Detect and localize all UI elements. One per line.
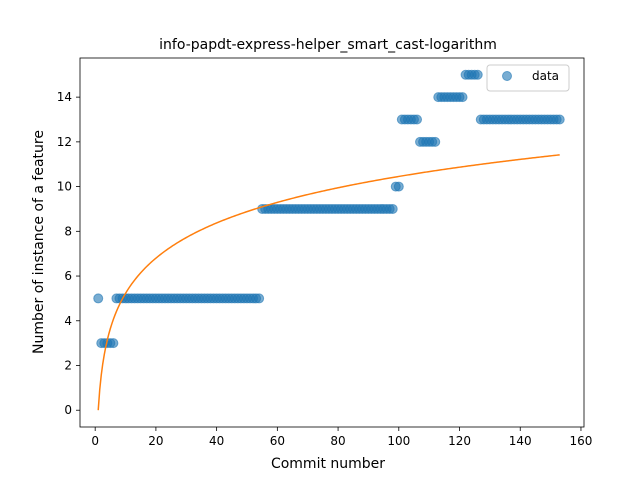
x-tick-label: 40 [209,434,224,448]
legend-marker-data [503,72,512,81]
y-axis-label: Number of instance of a feature [31,130,47,354]
x-tick-label: 160 [570,434,593,448]
x-tick-label: 120 [448,434,471,448]
y-tick-label: 6 [64,269,72,283]
data-point [109,339,118,348]
y-tick-label: 12 [57,135,72,149]
y-tick-label: 2 [64,359,72,373]
data-point [255,294,264,303]
y-tick-label: 8 [64,224,72,238]
x-axis-label: Commit number [271,456,385,472]
x-tick-label: 0 [91,434,99,448]
y-tick-label: 4 [64,314,72,328]
data-point [394,182,403,191]
x-tick-label: 20 [148,434,163,448]
x-tick-label: 80 [330,434,345,448]
chart-title: info-papdt-express-helper_smart_cast-log… [159,37,497,53]
data-point [388,204,397,213]
x-tick-label: 140 [509,434,532,448]
y-tick-label: 0 [64,403,72,417]
data-point [413,115,422,124]
data-point [555,115,564,124]
x-tick-label: 100 [387,434,410,448]
data-point [458,93,467,102]
data-point [431,137,440,146]
x-tick-label: 60 [270,434,285,448]
legend: data [487,65,569,91]
data-point [473,70,482,79]
y-tick-label: 14 [57,90,72,104]
legend-label-data: data [532,69,559,83]
data-point [94,294,103,303]
y-tick-label: 10 [57,180,72,194]
